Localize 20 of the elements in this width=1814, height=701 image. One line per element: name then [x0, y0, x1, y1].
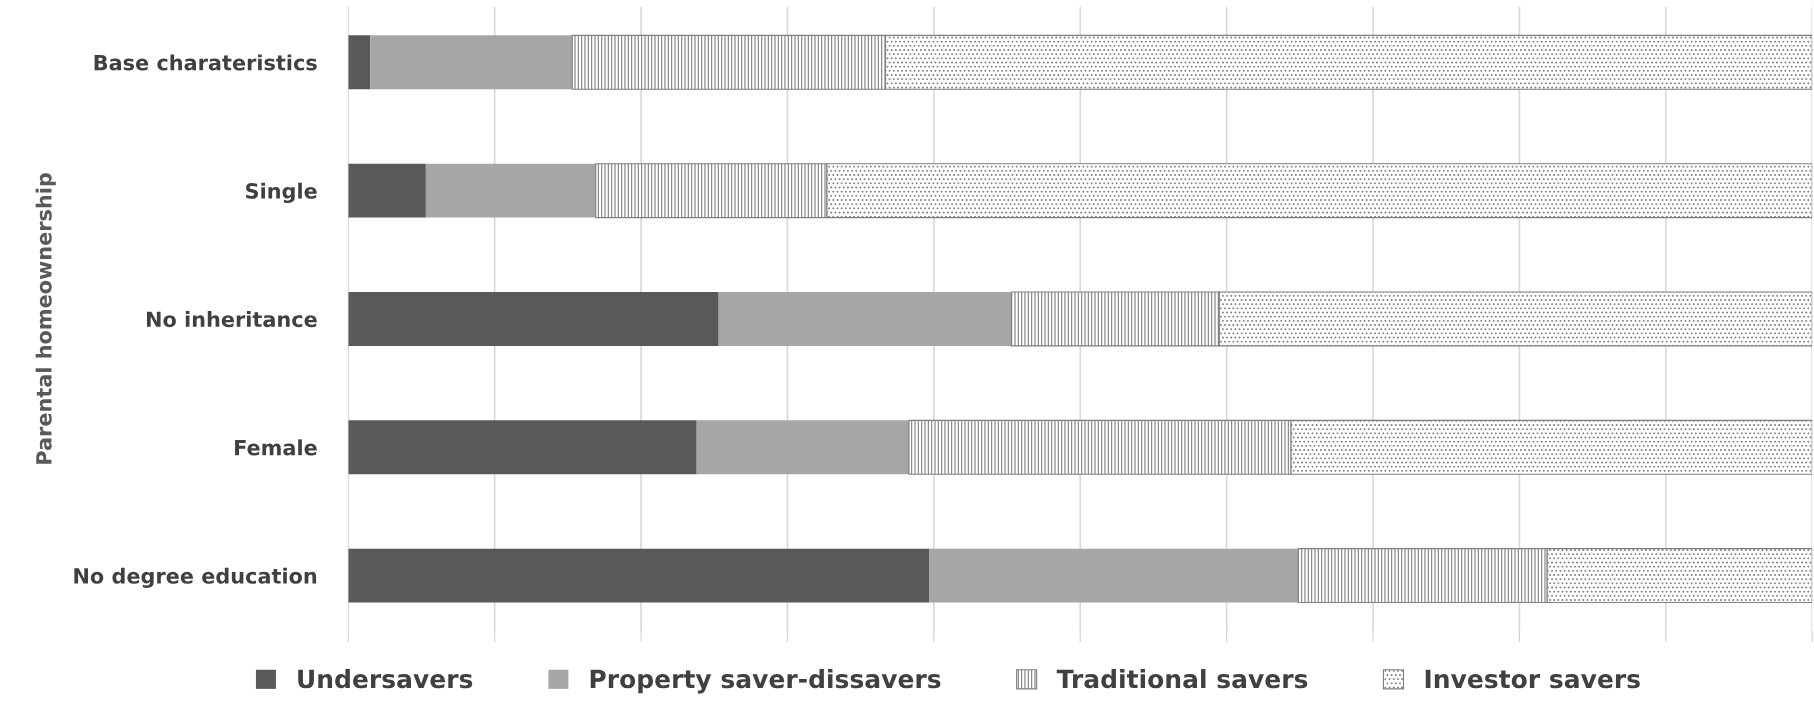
- y-tick-label: Single: [246, 182, 317, 204]
- legend-label: Investor savers: [1425, 669, 1640, 689]
- y-tick-label: Female: [235, 439, 317, 456]
- bar: [718, 292, 1012, 346]
- bar: [370, 35, 573, 90]
- y-tick-label: No inheritance: [146, 311, 317, 328]
- bar: [348, 420, 697, 475]
- bar: [348, 548, 930, 603]
- y-axis-title: Parental homeownership: [35, 173, 56, 464]
- bar: [348, 163, 426, 218]
- legend-label: Traditional savers: [1056, 669, 1308, 689]
- y-tick-label: No degree education: [74, 567, 317, 588]
- y-tick-label: Base charateristics: [94, 54, 317, 71]
- legend-label: Property saver-dissavers: [590, 669, 941, 694]
- bar: [929, 548, 1299, 603]
- bar: [425, 163, 596, 218]
- legend-label: Undersavers: [298, 669, 473, 689]
- bar: [348, 35, 371, 90]
- bar: [348, 292, 719, 346]
- bar: [696, 420, 909, 475]
